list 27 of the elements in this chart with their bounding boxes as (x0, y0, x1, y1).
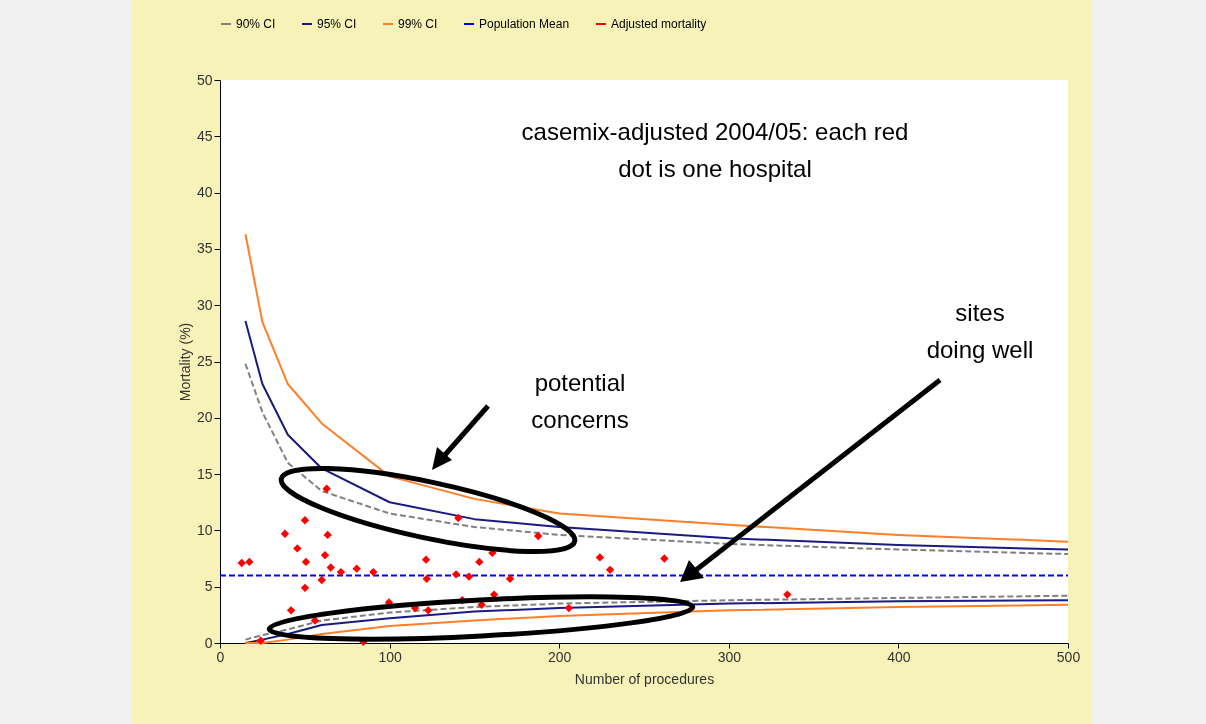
y-tick-label: 5 (204, 578, 213, 595)
x-tick-label: 100 (378, 648, 402, 665)
x-axis-title: Number of procedures (574, 670, 715, 687)
x-tick-label: 200 (548, 648, 572, 665)
y-tick-label: 20 (196, 409, 213, 426)
y-tick-label: 50 (196, 71, 213, 88)
legend-label: 90% CI (236, 17, 276, 31)
x-tick-label: 300 (717, 648, 742, 665)
x-tick-label: 0 (216, 648, 225, 665)
y-tick-label: 45 (196, 127, 213, 144)
y-tick-label: 10 (196, 521, 213, 538)
y-tick-label: 25 (196, 353, 213, 369)
annotation: casemix-adjusted 2004/05: each red dot is one hospital (520, 117, 910, 184)
x-tick-label: 500 (1056, 648, 1081, 665)
y-axis-title: Mortality (%) (176, 322, 193, 402)
y-tick-label: 0 (204, 634, 213, 651)
legend-label: Adjusted mortality (611, 17, 707, 31)
legend-label: 99% CI (398, 17, 438, 31)
y-tick-label: 40 (196, 184, 213, 201)
annotation: potential concerns (530, 368, 630, 435)
legend-label: Population Mean (479, 17, 570, 31)
x-tick-label: 400 (887, 648, 911, 665)
legend-label: 95% CI (317, 17, 357, 31)
y-tick-label: 30 (196, 296, 213, 313)
y-tick-label: 35 (196, 240, 213, 257)
y-tick-label: 15 (196, 465, 213, 482)
annotation: sites doing well (925, 298, 1035, 365)
